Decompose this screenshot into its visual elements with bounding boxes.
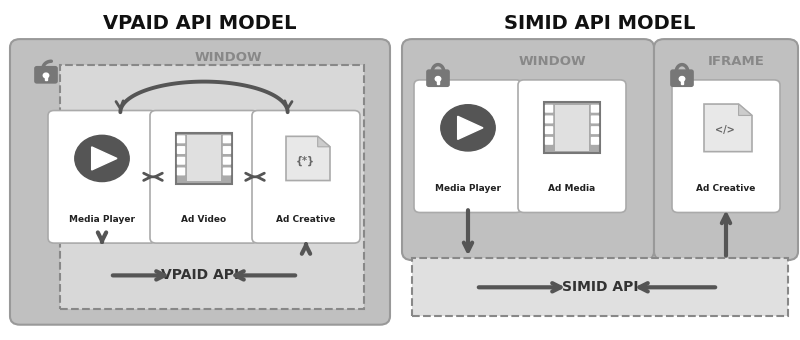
FancyBboxPatch shape	[187, 135, 221, 182]
FancyBboxPatch shape	[222, 167, 231, 175]
FancyBboxPatch shape	[10, 39, 390, 325]
FancyBboxPatch shape	[427, 70, 449, 86]
Circle shape	[679, 76, 685, 81]
FancyBboxPatch shape	[414, 80, 522, 212]
FancyBboxPatch shape	[60, 65, 364, 309]
FancyBboxPatch shape	[590, 116, 599, 123]
FancyBboxPatch shape	[45, 76, 47, 80]
FancyBboxPatch shape	[544, 102, 600, 153]
Polygon shape	[738, 104, 752, 116]
FancyBboxPatch shape	[252, 110, 360, 243]
FancyBboxPatch shape	[671, 70, 693, 86]
Polygon shape	[92, 147, 117, 170]
Polygon shape	[286, 136, 330, 181]
Text: {*}: {*}	[296, 155, 315, 166]
Text: SIMID API: SIMID API	[562, 280, 638, 294]
FancyBboxPatch shape	[654, 39, 798, 260]
FancyBboxPatch shape	[48, 110, 156, 243]
Circle shape	[43, 73, 49, 78]
FancyBboxPatch shape	[681, 80, 683, 84]
FancyBboxPatch shape	[177, 157, 185, 165]
FancyBboxPatch shape	[402, 39, 654, 260]
Text: VPAID API MODEL: VPAID API MODEL	[103, 14, 297, 33]
FancyBboxPatch shape	[176, 133, 232, 184]
FancyBboxPatch shape	[545, 116, 554, 123]
Text: VPAID API: VPAID API	[161, 268, 239, 283]
Text: Ad Video: Ad Video	[182, 215, 226, 224]
Circle shape	[441, 105, 495, 151]
Text: Media Player: Media Player	[435, 184, 501, 193]
FancyBboxPatch shape	[545, 126, 554, 134]
Text: Ad Creative: Ad Creative	[276, 215, 336, 224]
Text: WINDOW: WINDOW	[194, 51, 262, 64]
Text: IFRAME: IFRAME	[707, 55, 765, 68]
Text: Media Player: Media Player	[69, 215, 135, 224]
Circle shape	[435, 76, 441, 81]
FancyBboxPatch shape	[590, 137, 599, 145]
FancyBboxPatch shape	[177, 146, 185, 154]
FancyBboxPatch shape	[177, 167, 185, 175]
FancyBboxPatch shape	[35, 67, 57, 83]
Polygon shape	[704, 104, 752, 152]
FancyBboxPatch shape	[518, 80, 626, 212]
Text: Ad Media: Ad Media	[548, 184, 596, 193]
Polygon shape	[318, 136, 330, 147]
Text: SIMID API MODEL: SIMID API MODEL	[504, 14, 696, 33]
Text: Ad Creative: Ad Creative	[696, 184, 756, 193]
Text: </>: </>	[715, 125, 735, 135]
FancyBboxPatch shape	[437, 80, 439, 84]
Polygon shape	[458, 116, 483, 139]
FancyBboxPatch shape	[590, 126, 599, 134]
FancyBboxPatch shape	[177, 135, 185, 143]
FancyBboxPatch shape	[672, 80, 780, 212]
Circle shape	[75, 135, 129, 182]
FancyBboxPatch shape	[412, 258, 788, 316]
FancyBboxPatch shape	[555, 105, 589, 151]
FancyBboxPatch shape	[545, 137, 554, 145]
FancyBboxPatch shape	[545, 105, 554, 113]
FancyBboxPatch shape	[222, 135, 231, 143]
FancyBboxPatch shape	[150, 110, 258, 243]
Text: WINDOW: WINDOW	[518, 55, 586, 68]
FancyBboxPatch shape	[222, 146, 231, 154]
FancyBboxPatch shape	[590, 105, 599, 113]
FancyBboxPatch shape	[222, 157, 231, 165]
